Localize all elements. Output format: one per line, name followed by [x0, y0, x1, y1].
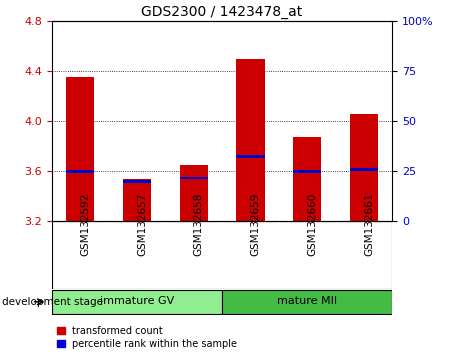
Bar [350, 168, 378, 171]
Text: GSM132657: GSM132657 [137, 193, 147, 256]
Bar [66, 170, 94, 173]
Bar [236, 59, 265, 221]
Bar [236, 155, 265, 158]
Title: GDS2300 / 1423478_at: GDS2300 / 1423478_at [142, 5, 303, 19]
Bar [222, 290, 392, 314]
Text: development stage: development stage [2, 297, 103, 307]
Bar [293, 171, 322, 173]
Bar [179, 165, 208, 221]
Text: GSM132661: GSM132661 [364, 193, 374, 256]
Text: GSM132658: GSM132658 [194, 193, 204, 256]
Text: GSM132659: GSM132659 [250, 193, 261, 256]
Bar [66, 78, 94, 221]
Bar [123, 179, 151, 221]
Bar [179, 177, 208, 179]
Text: GSM132660: GSM132660 [307, 193, 317, 256]
Bar [350, 114, 378, 221]
Legend: transformed count, percentile rank within the sample: transformed count, percentile rank withi… [57, 326, 237, 349]
Bar [123, 180, 151, 183]
Text: GSM132592: GSM132592 [80, 193, 90, 256]
Bar [293, 137, 322, 221]
Text: immature GV: immature GV [100, 296, 174, 306]
Text: mature MII: mature MII [277, 296, 337, 306]
Bar [52, 290, 222, 314]
